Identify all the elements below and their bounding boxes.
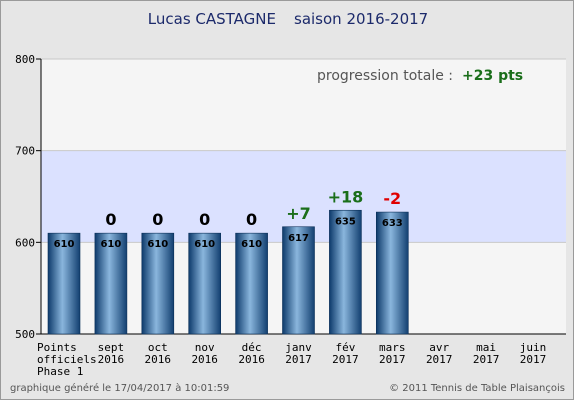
x-tick-label: nov 2016 (191, 341, 218, 366)
bar-value-label: 633 (382, 218, 403, 229)
x-tick-label: janv 2017 (285, 341, 312, 366)
y-tick-label: 800 (15, 53, 35, 66)
x-tick-label: oct 2016 (145, 341, 172, 366)
bar-value-label: 610 (241, 239, 262, 250)
x-tick-label: mars 2017 (379, 341, 406, 366)
x-tick-label: juin 2017 (520, 341, 547, 366)
bar-delta-label: 0 (105, 210, 116, 229)
progression-label: progression totale : (317, 68, 453, 84)
x-tick-label: déc 2016 (238, 341, 265, 366)
bar (94, 232, 128, 335)
progression-value: +23 pts (462, 68, 523, 84)
bar-delta-label: 0 (246, 210, 257, 229)
title-player: Lucas CASTAGNE (148, 10, 276, 28)
bar (235, 232, 268, 335)
bar (188, 232, 221, 335)
bar (282, 226, 315, 335)
x-tick-label: fév 2017 (332, 341, 359, 366)
bar (329, 209, 362, 335)
bar-value-label: 610 (54, 239, 75, 250)
y-ticks: 500 600 700 800 (15, 53, 41, 341)
bar (141, 232, 175, 335)
bar-value-label: 610 (147, 239, 168, 250)
x-tick-label: mai 2017 (473, 341, 500, 366)
bar (375, 211, 409, 335)
x-tick-label: Points officiels Phase 1 (37, 341, 97, 378)
bar-delta-label: 0 (199, 210, 210, 229)
bar-value-label: 610 (100, 239, 121, 250)
y-tick-label: 600 (15, 236, 35, 249)
bar-value-label: 617 (288, 233, 309, 244)
x-tick-label: sept 2016 (98, 341, 125, 366)
bar-delta-label: +7 (286, 204, 311, 223)
bar-delta-label: -2 (383, 189, 401, 208)
footer-copyright: © 2011 Tennis de Table Plaisançois (389, 383, 565, 394)
bar (47, 232, 81, 335)
y-tick-label: 700 (15, 145, 35, 158)
chart-title: Lucas CASTAGNE saison 2016-2017 (148, 10, 428, 28)
x-tick-label: avr 2017 (426, 341, 453, 366)
bar-value-label: 610 (194, 239, 215, 250)
footer-generated: graphique généré le 17/04/2017 à 10:01:5… (10, 382, 229, 394)
bar-delta-label: +18 (328, 187, 364, 206)
bars: 610 610 0 610 0 610 0 610 0 617 +7 635 +18 633 -2 (47, 187, 409, 335)
bar-delta-label: 0 (152, 210, 163, 229)
bar-value-label: 635 (335, 216, 356, 227)
title-season: saison 2016-2017 (294, 10, 428, 28)
y-tick-label: 500 (15, 328, 35, 341)
